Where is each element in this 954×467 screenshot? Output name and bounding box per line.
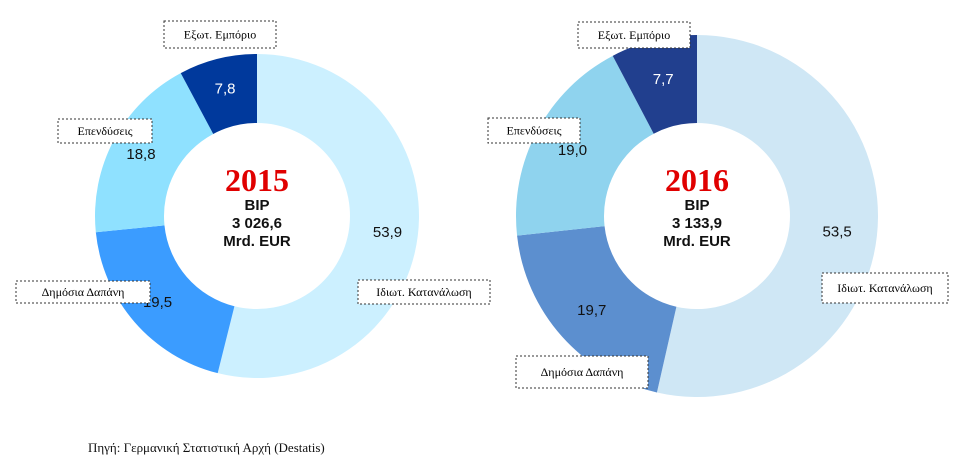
center-value: 3 026,6 (232, 215, 282, 232)
slice-value-label: 7,8 (215, 80, 236, 97)
category-callout-box (57, 118, 153, 144)
source-note: Πηγή: Γερμανική Στατιστική Αρχή (Destati… (88, 440, 325, 455)
donut-slice (180, 54, 257, 134)
donut-slice (95, 73, 214, 233)
slice-value-label: 53,9 (373, 224, 402, 241)
center-unit: Mrd. EUR (223, 233, 291, 250)
category-callout-label: Εξωτ. Εμπόριο (184, 28, 256, 42)
category-callout-box (357, 279, 491, 305)
category-callout-box (487, 117, 581, 144)
category-callout-label: Δημόσια Δαπάνη (541, 365, 624, 379)
category-callout-label: Επενδύσεις (507, 124, 562, 138)
donut-slice (95, 225, 235, 374)
slice-value-label: 19,0 (558, 142, 587, 159)
center-value: 3 133,9 (672, 215, 722, 232)
center-label: BIP (684, 197, 709, 214)
donut-slice (656, 35, 879, 397)
slice-value-label: 19,5 (143, 294, 172, 311)
center-unit: Mrd. EUR (663, 233, 731, 250)
category-callout-box (821, 272, 949, 304)
slice-value-label: 53,5 (823, 224, 852, 241)
category-callout-box (515, 355, 649, 389)
donut-slice (516, 55, 654, 236)
donut-slice (612, 35, 697, 134)
slice-value-label: 7,7 (653, 71, 674, 88)
category-callout-box (15, 280, 151, 304)
category-callout-box (163, 20, 277, 49)
category-callout-label: Δημόσια Δαπάνη (42, 285, 125, 299)
category-callout-label: Ιδιωτ. Κατανάλωση (376, 285, 471, 299)
category-callout-label: Επενδύσεις (78, 124, 133, 138)
chart-year-title: 2015 (225, 162, 289, 198)
donut-slice (517, 226, 677, 393)
slice-value-label: 19,7 (577, 302, 606, 319)
category-callout-box (577, 21, 691, 49)
slice-value-label: 18,8 (126, 146, 155, 163)
center-label: BIP (244, 197, 269, 214)
category-callout-label: Ιδιωτ. Κατανάλωση (837, 281, 932, 295)
chart-year-title: 2016 (665, 162, 729, 198)
category-callout-label: Εξωτ. Εμπόριο (598, 28, 670, 42)
